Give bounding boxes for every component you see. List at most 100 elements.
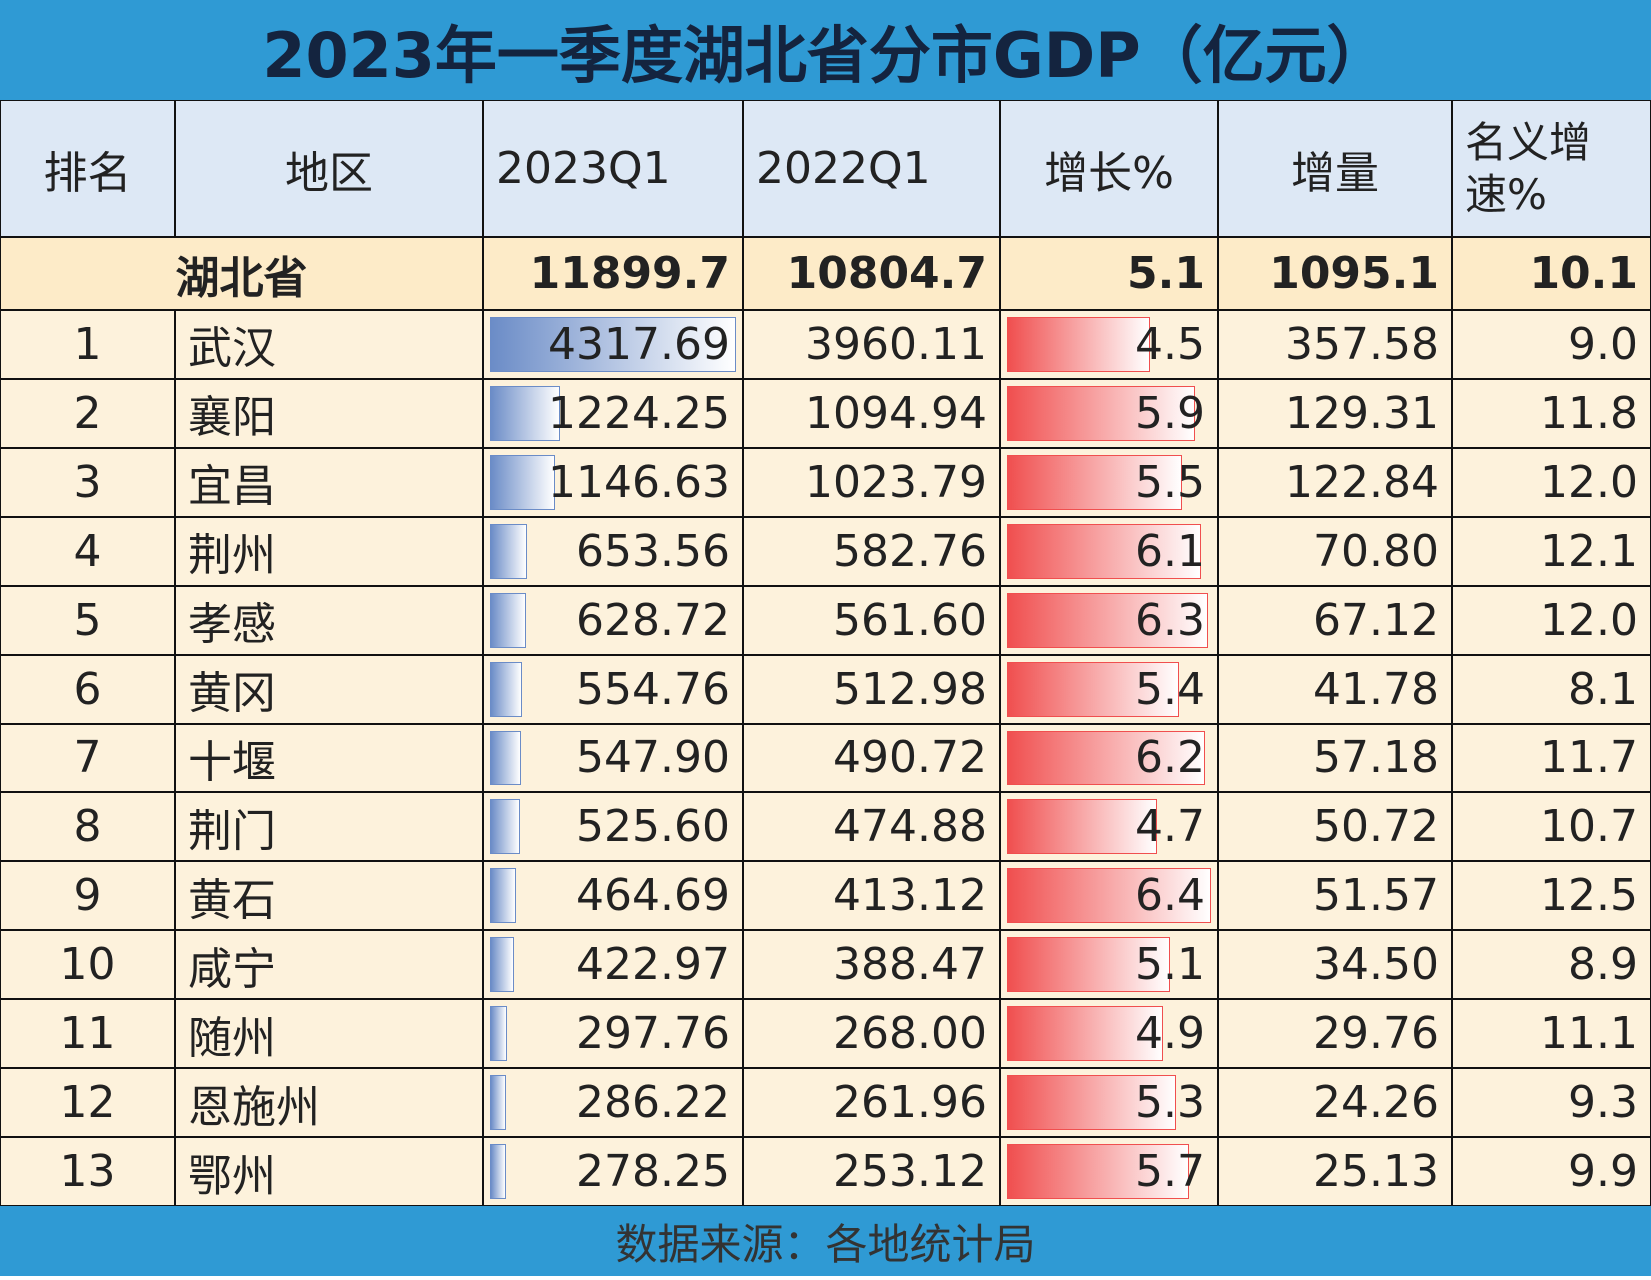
cell-text: 10.1 bbox=[1529, 248, 1638, 299]
data-cell: 129.31 bbox=[1218, 378, 1452, 448]
data-cell: 宜昌 bbox=[175, 447, 483, 517]
cell-text: 2022Q1 bbox=[756, 143, 931, 194]
cell-text: 3 bbox=[73, 456, 102, 508]
data-cell: 随州 bbox=[175, 999, 483, 1069]
cell-text: 增长% bbox=[1044, 147, 1174, 199]
cell-text: 4.7 bbox=[1135, 801, 1205, 853]
data-cell: 561.60 bbox=[743, 585, 1000, 655]
data-cell: 512.98 bbox=[743, 654, 1000, 724]
cell-text: 357.58 bbox=[1285, 318, 1439, 370]
cell-text: 50.72 bbox=[1313, 801, 1439, 853]
cell-text: 增量 bbox=[1291, 147, 1379, 199]
data-bar bbox=[1007, 1006, 1164, 1062]
cell-text: 3960.11 bbox=[805, 318, 987, 370]
cell-text: 6.1 bbox=[1135, 525, 1205, 577]
cell-text: 8.1 bbox=[1568, 663, 1638, 715]
cell-text: 地区 bbox=[285, 147, 373, 199]
data-bar bbox=[1007, 1075, 1176, 1131]
cell-text: 554.76 bbox=[576, 663, 730, 715]
cell-text: 8 bbox=[73, 801, 102, 853]
data-cell: 6.1 bbox=[1000, 516, 1218, 586]
data-cell: 12 bbox=[0, 1068, 175, 1138]
cell-text: 253.12 bbox=[833, 1146, 987, 1198]
cell-text: 5.5 bbox=[1135, 456, 1205, 508]
total-cell: 1095.1 bbox=[1218, 237, 1452, 310]
cell-text: 286.22 bbox=[576, 1077, 730, 1129]
data-bar bbox=[1007, 937, 1170, 993]
cell-text: 12.1 bbox=[1540, 525, 1638, 577]
cell-text: 6.4 bbox=[1135, 870, 1205, 922]
cell-text: 2 bbox=[73, 387, 102, 439]
cell-text: 4.5 bbox=[1135, 318, 1205, 370]
data-cell: 1224.25 bbox=[483, 378, 743, 448]
cell-text: 荆门 bbox=[188, 805, 276, 857]
cell-text: 12.0 bbox=[1540, 456, 1638, 508]
total-cell: 10.1 bbox=[1452, 237, 1651, 310]
data-cell: 1094.94 bbox=[743, 378, 1000, 448]
cell-text: 1094.94 bbox=[805, 387, 987, 439]
cell-text: 261.96 bbox=[833, 1077, 987, 1129]
cell-text: 6.2 bbox=[1135, 732, 1205, 784]
cell-text: 4317.69 bbox=[548, 318, 730, 370]
cell-text: 5.7 bbox=[1135, 1146, 1205, 1198]
data-cell: 50.72 bbox=[1218, 792, 1452, 862]
cell-text: 9.3 bbox=[1568, 1077, 1638, 1129]
cell-text: 13 bbox=[59, 1146, 116, 1198]
total-cell: 11899.7 bbox=[483, 237, 743, 310]
cell-text: 1224.25 bbox=[548, 387, 730, 439]
data-bar bbox=[1007, 1144, 1189, 1199]
cell-text: 9.0 bbox=[1568, 318, 1638, 370]
cell-text: 70.80 bbox=[1313, 525, 1439, 577]
data-cell: 襄阳 bbox=[175, 378, 483, 448]
cell-text: 黄石 bbox=[188, 874, 276, 926]
cell-text: 黄冈 bbox=[188, 668, 276, 720]
cell-text: 10804.7 bbox=[786, 248, 987, 299]
data-cell: 十堰 bbox=[175, 723, 483, 793]
cell-text: 25.13 bbox=[1313, 1146, 1439, 1198]
cell-text: 10 bbox=[59, 939, 116, 991]
data-cell: 黄石 bbox=[175, 861, 483, 931]
cell-text: 129.31 bbox=[1285, 387, 1439, 439]
data-cell: 1 bbox=[0, 310, 175, 379]
header-cell: 排名 bbox=[0, 100, 175, 237]
cell-text: 278.25 bbox=[576, 1146, 730, 1198]
data-cell: 6.3 bbox=[1000, 585, 1218, 655]
cell-text: 388.47 bbox=[833, 939, 987, 991]
data-cell: 13 bbox=[0, 1137, 175, 1206]
cell-text: 29.76 bbox=[1313, 1008, 1439, 1060]
data-cell: 黄冈 bbox=[175, 654, 483, 724]
cell-text: 孝感 bbox=[188, 599, 276, 651]
data-cell: 297.76 bbox=[483, 999, 743, 1069]
cell-text: 咸宁 bbox=[188, 943, 276, 995]
data-cell: 67.12 bbox=[1218, 585, 1452, 655]
cell-text: 7 bbox=[73, 732, 102, 784]
footer: 数据来源：各地统计局 bbox=[0, 1206, 1651, 1276]
cell-text: 11899.7 bbox=[529, 248, 730, 299]
cell-text: 1146.63 bbox=[548, 456, 730, 508]
data-cell: 3 bbox=[0, 447, 175, 517]
data-bar bbox=[1007, 385, 1196, 441]
data-cell: 8 bbox=[0, 792, 175, 862]
total-cell: 5.1 bbox=[1000, 237, 1218, 310]
data-cell: 122.84 bbox=[1218, 447, 1452, 517]
data-bar bbox=[490, 317, 736, 372]
data-cell: 554.76 bbox=[483, 654, 743, 724]
header-cell: 名义增速% bbox=[1452, 100, 1651, 237]
total-cell: 10804.7 bbox=[743, 237, 1000, 310]
data-bar bbox=[490, 385, 560, 441]
data-cell: 1146.63 bbox=[483, 447, 743, 517]
data-cell: 57.18 bbox=[1218, 723, 1452, 793]
cell-text: 11.1 bbox=[1540, 1008, 1638, 1060]
data-cell: 8.9 bbox=[1452, 930, 1651, 1000]
cell-text: 24.26 bbox=[1313, 1077, 1439, 1129]
data-cell: 5 bbox=[0, 585, 175, 655]
cell-text: 525.60 bbox=[576, 801, 730, 853]
data-cell: 荆门 bbox=[175, 792, 483, 862]
cell-text: 41.78 bbox=[1313, 663, 1439, 715]
data-cell: 286.22 bbox=[483, 1068, 743, 1138]
data-cell: 孝感 bbox=[175, 585, 483, 655]
data-cell: 5.9 bbox=[1000, 378, 1218, 448]
cell-text: 5.1 bbox=[1127, 248, 1205, 299]
cell-text: 653.56 bbox=[576, 525, 730, 577]
data-cell: 34.50 bbox=[1218, 930, 1452, 1000]
